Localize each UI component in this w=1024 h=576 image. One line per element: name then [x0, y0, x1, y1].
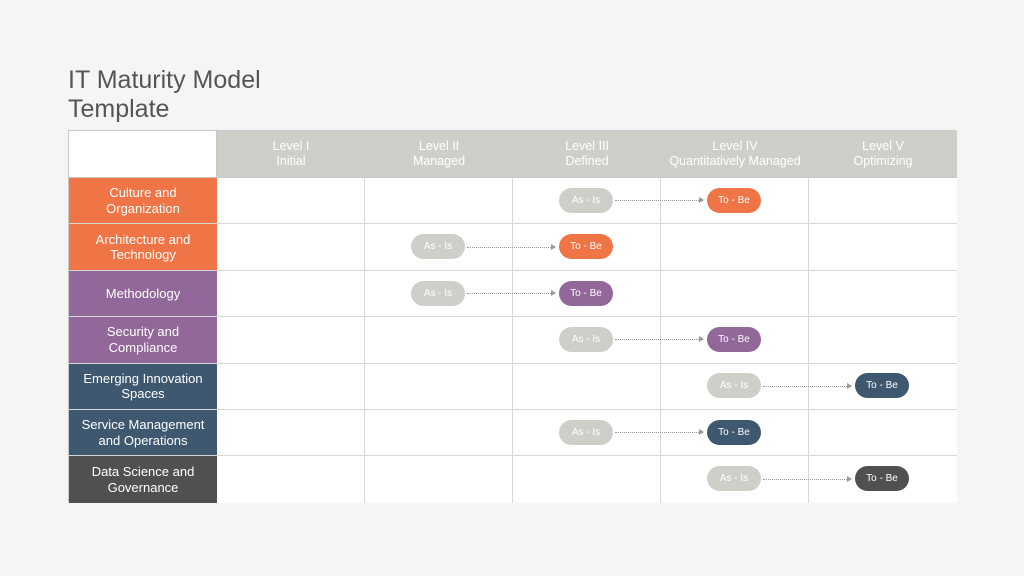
- row-label: Methodology: [69, 270, 217, 318]
- level-subtitle: Initial: [276, 154, 306, 168]
- as-is-pill: As - Is: [411, 234, 465, 260]
- level-header-2: Level II Managed: [365, 131, 513, 178]
- row-label: Data Science and Governance: [69, 456, 217, 503]
- grid-cell: [513, 363, 661, 410]
- grid-cell: [217, 317, 365, 364]
- level-name: Level V: [862, 139, 904, 153]
- level-subtitle: Quantitatively Managed: [669, 154, 801, 168]
- grid-cell: [217, 270, 365, 318]
- row-label: Emerging Innovation Spaces: [69, 363, 217, 410]
- row-label: Service Management and Operations: [69, 409, 217, 457]
- as-is-pill: As - Is: [559, 187, 613, 213]
- level-name: Level III: [565, 139, 609, 153]
- row-label: Culture and Organization: [69, 178, 217, 225]
- page-title: IT Maturity Model Template: [68, 66, 261, 123]
- grid-cell: [365, 456, 513, 503]
- level-subtitle: Defined: [565, 154, 609, 168]
- to-be-pill: To - Be: [707, 419, 761, 445]
- level-name: Level II: [418, 139, 460, 153]
- grid-cell: [365, 363, 513, 410]
- as-is-pill: As - Is: [559, 419, 613, 445]
- to-be-pill: To - Be: [855, 373, 909, 399]
- level-name: Level I: [272, 139, 310, 153]
- to-be-pill: To - Be: [559, 280, 613, 306]
- grid-cell: [365, 178, 513, 225]
- to-be-pill: To - Be: [707, 326, 761, 352]
- to-be-pill: To - Be: [707, 187, 761, 213]
- level-header-5: Level V Optimizing: [809, 131, 957, 178]
- as-is-pill: As - Is: [707, 466, 761, 492]
- grid-cell: [661, 270, 809, 318]
- row-label: Architecture and Technology: [69, 224, 217, 271]
- grid-cell: [809, 270, 957, 318]
- to-be-pill: To - Be: [559, 234, 613, 260]
- level-name: Level IV: [712, 139, 758, 153]
- as-is-pill: As - Is: [707, 373, 761, 399]
- grid-cell: [809, 317, 957, 364]
- grid-cell: [513, 456, 661, 503]
- level-subtitle: Optimizing: [853, 154, 913, 168]
- as-is-pill: As - Is: [411, 280, 465, 306]
- grid-cell: [217, 224, 365, 271]
- to-be-pill: To - Be: [855, 466, 909, 492]
- header-corner: [69, 131, 217, 178]
- grid-cell: [217, 456, 365, 503]
- grid-cell: [661, 224, 809, 271]
- grid-cell: [809, 224, 957, 271]
- maturity-grid: Level I Initial Level II Managed Level III De…: [68, 130, 957, 503]
- maturity-markers: As - Is To - Be As - Is To - Be As - Is To - …: [68, 130, 956, 502]
- grid-cell: [809, 409, 957, 457]
- grid-cell: [365, 409, 513, 457]
- grid-cell: [217, 178, 365, 225]
- grid-cell: [365, 317, 513, 364]
- level-header-3: Level III Defined: [513, 131, 661, 178]
- level-header-1: Level I Initial: [217, 131, 365, 178]
- level-header-4: Level IV Quantitatively Managed: [661, 131, 809, 178]
- grid-cell: [217, 363, 365, 410]
- row-label: Security and Compliance: [69, 317, 217, 364]
- as-is-pill: As - Is: [559, 326, 613, 352]
- grid-cell: [217, 409, 365, 457]
- grid-cell: [809, 178, 957, 225]
- level-subtitle: Managed: [412, 154, 466, 168]
